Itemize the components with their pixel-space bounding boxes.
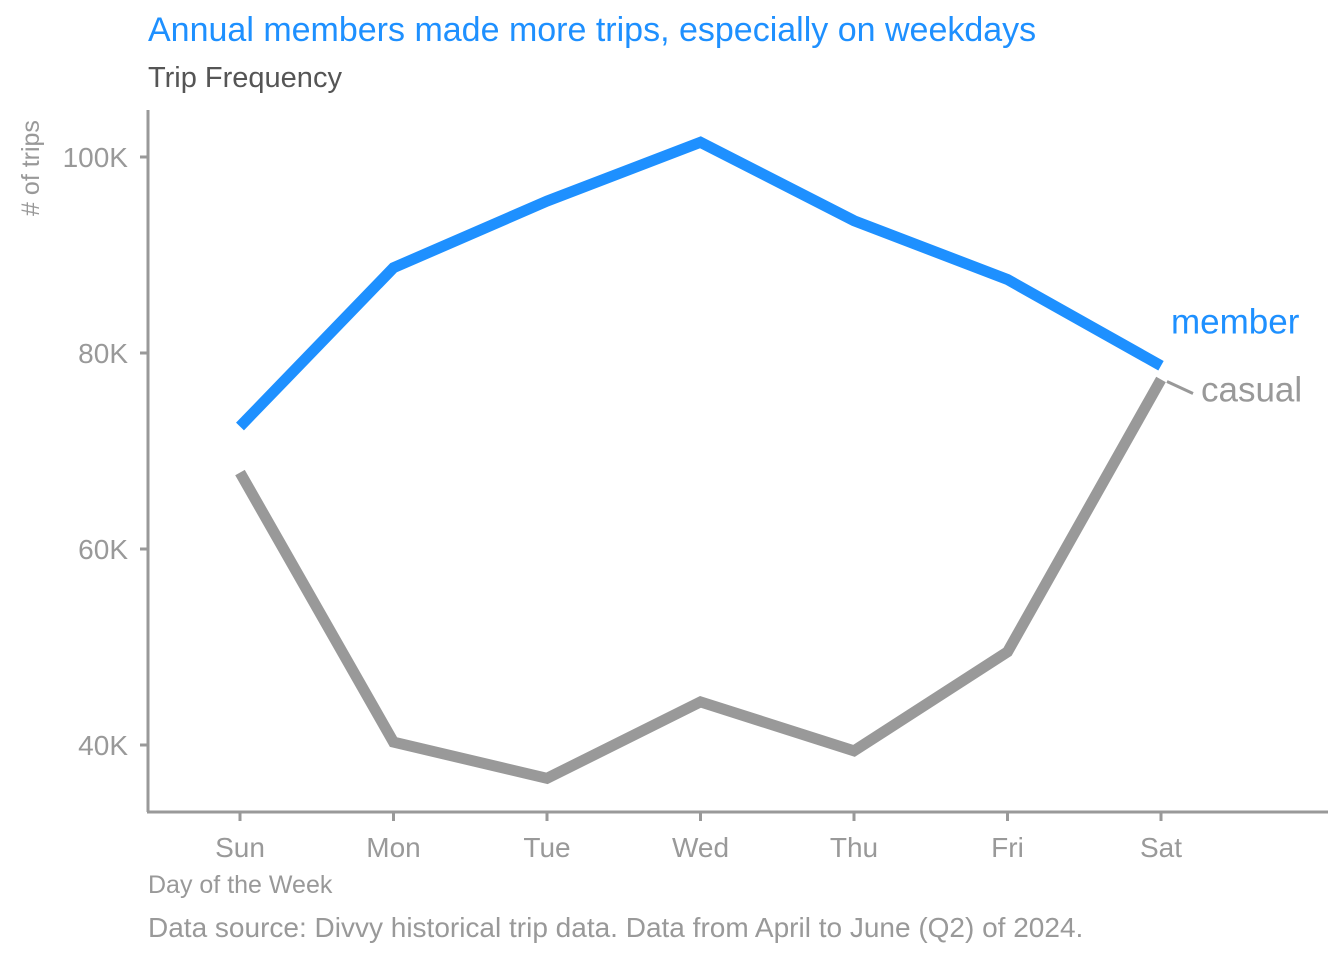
x-tick-label: Sat <box>1140 832 1182 863</box>
casual-series-line <box>235 376 1166 785</box>
x-tick-label: Wed <box>672 832 729 863</box>
x-axis-ticks: Sun Mon Tue Wed Thu Fri Sat <box>215 812 1182 863</box>
x-tick-label: Thu <box>830 832 878 863</box>
casual-label-leader <box>1166 380 1194 395</box>
y-axis-title-group: # of trips <box>17 120 45 216</box>
chart-subtitle: Trip Frequency <box>148 62 342 94</box>
chart-caption: Data source: Divvy historical trip data.… <box>148 912 1083 943</box>
x-tick-label: Sun <box>215 832 265 863</box>
x-tick-label: Fri <box>991 832 1024 863</box>
y-tick-label: 40K <box>78 730 128 761</box>
chart-title: Annual members made more trips, especial… <box>148 11 1036 49</box>
x-tick-label: Mon <box>366 832 420 863</box>
y-tick-label: 100K <box>63 142 129 173</box>
x-axis-title: Day of the Week <box>148 871 333 899</box>
y-tick-label: 60K <box>78 534 128 565</box>
series-labels: member casual <box>1166 303 1302 409</box>
y-axis-ticks: 40K 60K 80K 100K <box>63 142 148 761</box>
casual-series-label: casual <box>1201 370 1302 409</box>
y-tick-label: 80K <box>78 338 128 369</box>
member-series-line <box>236 136 1164 431</box>
y-axis-title: # of trips <box>17 120 45 216</box>
x-tick-label: Tue <box>523 832 570 863</box>
series-lines <box>235 136 1166 785</box>
member-series-label: member <box>1171 303 1300 342</box>
